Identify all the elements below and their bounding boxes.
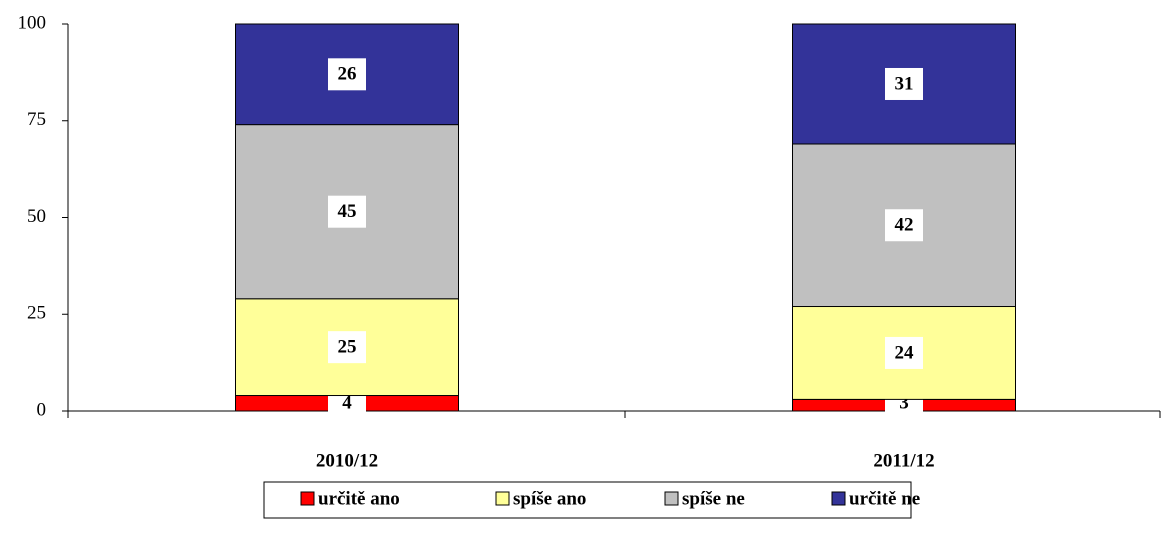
legend-label: spíše ano [513, 488, 586, 509]
y-tick-label: 50 [27, 206, 46, 227]
data-label: 42 [895, 215, 914, 236]
y-tick-label: 0 [37, 399, 47, 420]
legend [263, 481, 912, 519]
data-label-box [885, 67, 923, 100]
data-label: 31 [895, 73, 914, 94]
y-tick-label: 75 [27, 109, 46, 130]
data-label: 26 [338, 64, 357, 85]
y-tick-label: 25 [27, 303, 46, 324]
data-label-box [885, 209, 923, 242]
data-label-box [328, 58, 366, 91]
x-tick-label: 2011/12 [873, 450, 934, 471]
legend-label: spíše ne [682, 488, 745, 509]
data-label: 4 [342, 392, 352, 413]
x-tick-label: 2010/12 [316, 450, 378, 471]
data-label-box [885, 336, 923, 369]
data-label: 3 [899, 392, 909, 413]
legend-swatch [831, 491, 846, 506]
legend-label: určitě ano [318, 488, 400, 509]
data-label: 45 [338, 201, 357, 222]
data-label: 25 [338, 337, 357, 358]
data-label-box [328, 195, 366, 228]
legend-swatch [495, 491, 510, 506]
legend-label: určitě ne [849, 488, 920, 509]
legend-swatch [664, 491, 679, 506]
y-tick-label: 100 [18, 12, 47, 33]
legend-swatch [300, 491, 315, 506]
data-label: 24 [895, 342, 915, 363]
data-label-box [328, 331, 366, 364]
